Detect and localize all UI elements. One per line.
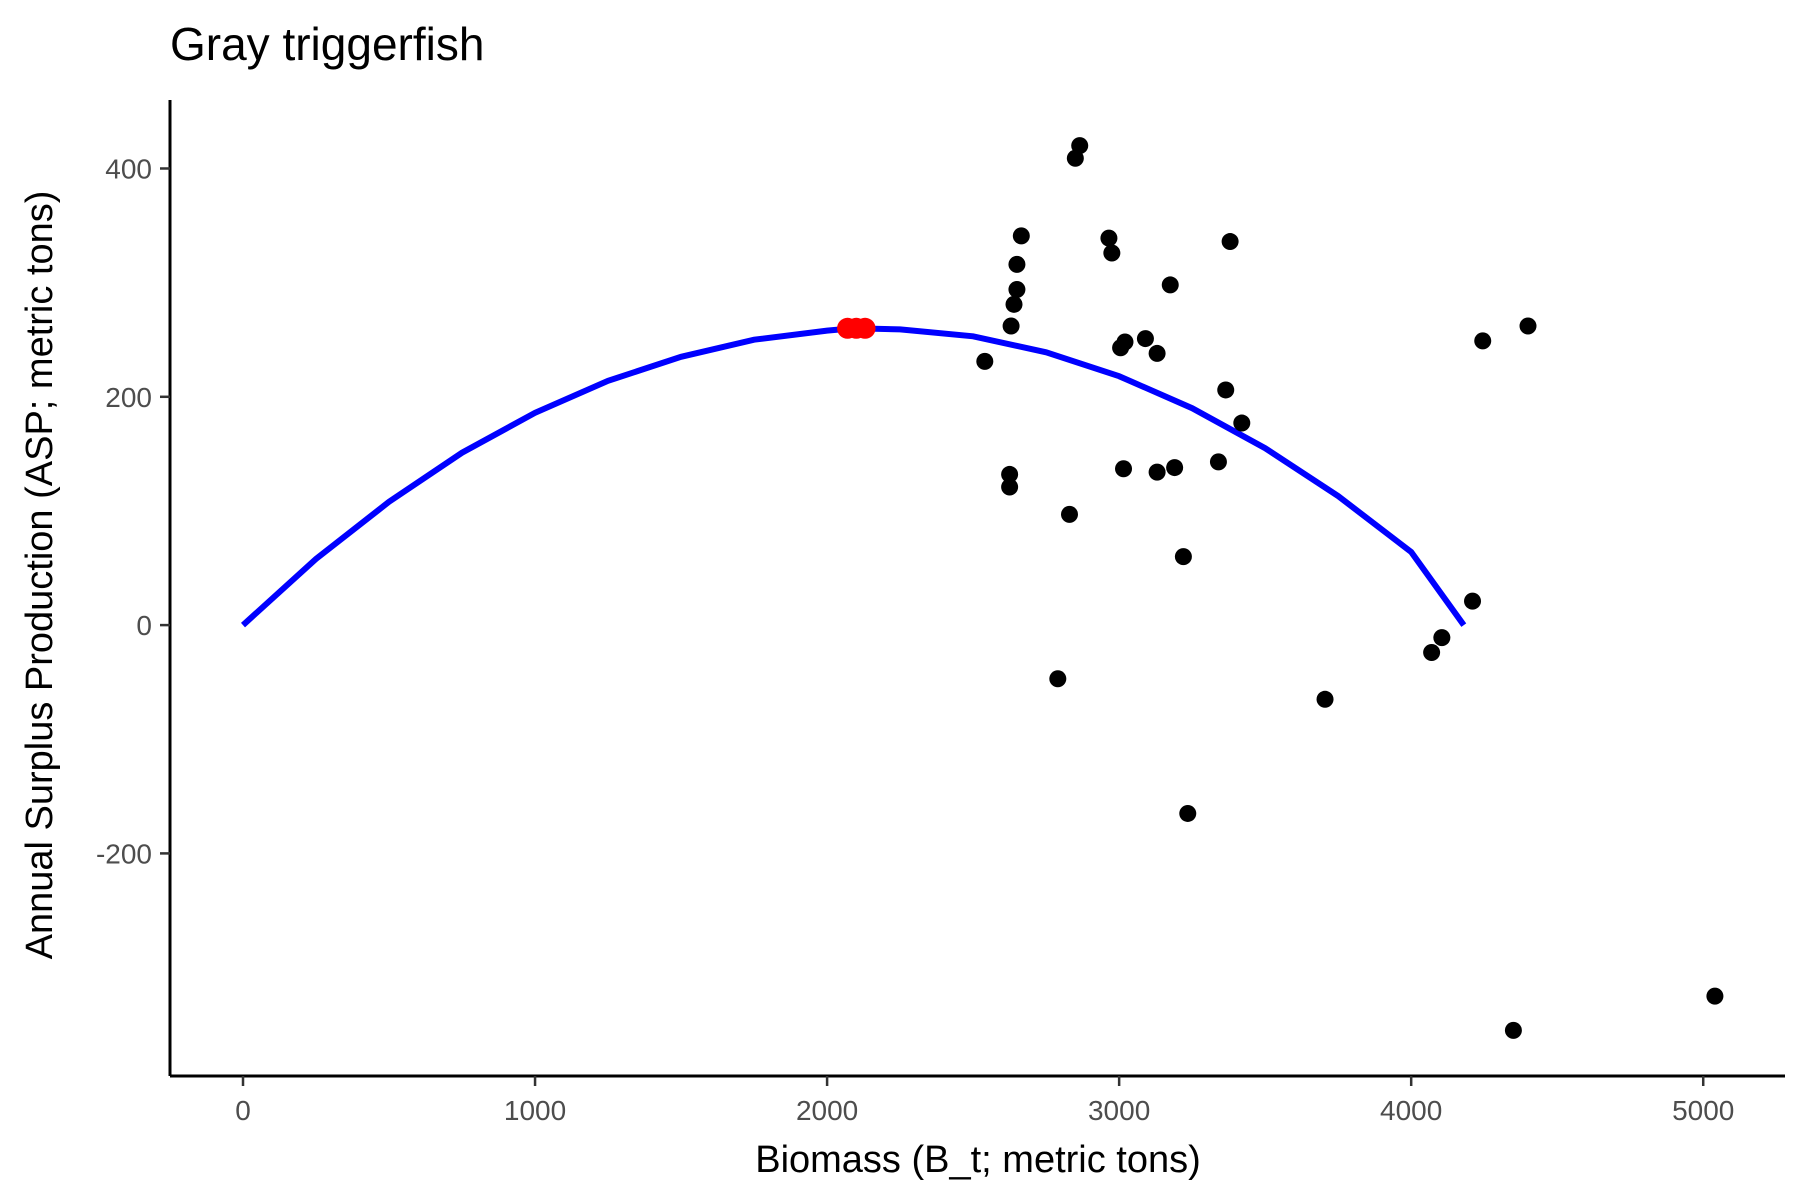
x-tick-label: 3000 [1088, 1095, 1150, 1126]
fitted-curve [240, 325, 1467, 628]
y-tick-label: 200 [105, 382, 152, 413]
data-point [1166, 459, 1184, 477]
data-point [1116, 333, 1134, 351]
data-point [1433, 629, 1451, 647]
x-tick-label: 0 [235, 1095, 251, 1126]
data-point [1316, 690, 1334, 708]
chart-title: Gray triggerfish [170, 18, 484, 70]
x-axis-ticks: 0 1000 2000 3000 4000 5000 [235, 1076, 1734, 1126]
x-tick-label: 1000 [504, 1095, 566, 1126]
data-point [1504, 1021, 1522, 1039]
data-point [1148, 344, 1166, 362]
max-point [854, 317, 876, 339]
x-tick-label: 2000 [796, 1095, 858, 1126]
data-point [1005, 295, 1023, 313]
data-point [1060, 505, 1078, 523]
y-tick-label: 0 [136, 610, 152, 641]
data-point [1103, 244, 1121, 262]
data-point [1100, 229, 1118, 247]
data-point [1115, 460, 1133, 478]
data-point [1233, 414, 1251, 432]
data-point [1136, 330, 1154, 348]
data-point [1008, 255, 1026, 273]
data-point [1464, 592, 1482, 610]
data-point [1148, 463, 1166, 481]
data-point [1001, 465, 1019, 483]
y-axis-ticks: -200 0 200 400 [96, 153, 170, 869]
data-point [1179, 804, 1197, 822]
data-point [1221, 233, 1239, 251]
x-tick-label: 4000 [1380, 1095, 1442, 1126]
data-point [1012, 227, 1030, 245]
data-point [1001, 478, 1019, 496]
data-point [1008, 280, 1026, 298]
data-point [1423, 643, 1441, 661]
y-tick-label: 400 [105, 153, 152, 184]
data-point [1209, 453, 1227, 471]
data-point [1002, 317, 1020, 335]
data-point [1217, 381, 1235, 399]
x-tick-label: 5000 [1672, 1095, 1734, 1126]
data-point [1174, 548, 1192, 566]
x-axis-title: Biomass (B_t; metric tons) [755, 1139, 1201, 1181]
y-axis-title: Annual Surplus Production (ASP; metric t… [19, 191, 61, 960]
data-point [976, 352, 994, 370]
plot-area [240, 137, 1724, 1039]
data-point [1474, 332, 1492, 350]
data-point [1519, 317, 1537, 335]
data-point [1161, 276, 1179, 294]
data-point [1071, 137, 1089, 155]
data-point [1049, 670, 1067, 688]
y-tick-label: -200 [96, 838, 152, 869]
data-point [1706, 987, 1724, 1005]
